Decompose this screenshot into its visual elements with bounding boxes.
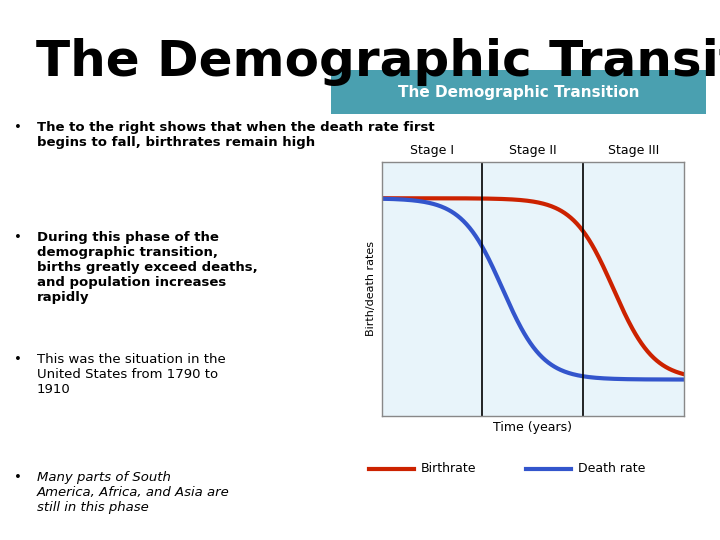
Text: During this phase of the
demographic transition,
births greatly exceed deaths,
a: During this phase of the demographic tra…: [37, 231, 257, 304]
Text: •: •: [14, 231, 22, 244]
Y-axis label: Birth/death rates: Birth/death rates: [366, 241, 376, 336]
Text: Death rate: Death rate: [578, 462, 646, 475]
Text: The Demographic Transition: The Demographic Transition: [36, 38, 720, 86]
Text: •: •: [14, 471, 22, 484]
X-axis label: Time (years): Time (years): [493, 421, 572, 434]
FancyBboxPatch shape: [331, 70, 706, 114]
Text: This was the situation in the
United States from 1790 to
1910: This was the situation in the United Sta…: [37, 353, 225, 396]
Text: •: •: [14, 353, 22, 366]
Text: The to the right shows that when the death rate first
begins to fall, birthrates: The to the right shows that when the dea…: [37, 122, 434, 149]
Text: Many parts of South
America, Africa, and Asia are
still in this phase: Many parts of South America, Africa, and…: [37, 471, 230, 514]
Text: Stage III: Stage III: [608, 144, 660, 157]
Text: Birthrate: Birthrate: [421, 462, 477, 475]
Text: •: •: [14, 122, 22, 134]
Text: The Demographic Transition: The Demographic Transition: [397, 85, 639, 100]
Text: Stage I: Stage I: [410, 144, 454, 157]
Text: Stage II: Stage II: [509, 144, 557, 157]
